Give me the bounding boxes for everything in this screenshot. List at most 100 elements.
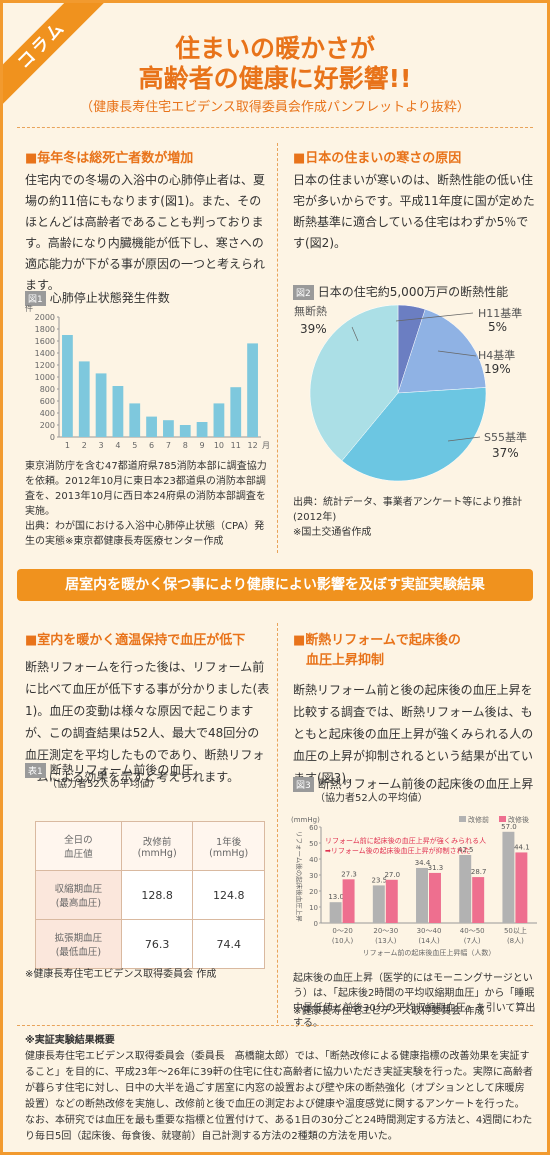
data-label: 23.5 [372, 876, 388, 884]
text: 収縮期血圧 [54, 884, 103, 895]
bar [247, 343, 258, 437]
x-tick-label: 11 [231, 441, 241, 450]
paragraph: 日本の住まいが寒いのは、断熱性能の低い住宅が多いからです。平成11年度に国が定め… [293, 173, 535, 250]
legend-label: 改修後 [508, 815, 529, 824]
cell: 124.8 [192, 870, 265, 920]
x-tick-label: 8 [183, 441, 188, 450]
bar [472, 877, 485, 923]
table-subtitle: （協力者52人の平均値） [47, 779, 160, 790]
figure-caption: 図2 日本の住宅約5,000万戸の断熱性能 [293, 283, 508, 300]
y-tick-label: 10 [309, 904, 318, 912]
y-tick-label: 0 [314, 920, 318, 928]
table: 全日の 血圧値 改修前 (mmHg) 1年後 (mmHg) 収縮期血圧 (最高血圧) 1… [35, 821, 265, 969]
y-tick-label: 200 [40, 421, 55, 430]
note: 出典：わが国における入浴中心肺停止状態（CPA）発生の実態※東京都健康長寿医療セ… [25, 521, 265, 547]
bar [329, 902, 342, 923]
text: 全日の [64, 835, 93, 846]
text: (最低血圧) [55, 947, 102, 958]
note: 東京消防庁を含む47都道府県785消防本部に調査協力を依頼。2012年10月に東… [25, 461, 267, 517]
x-axis-label: リフォーム前の起床後血圧上昇幅（人数） [363, 948, 496, 957]
x-tick-label: 20〜30 [373, 927, 398, 935]
cell: 74.4 [192, 919, 265, 969]
note: 出典：統計データ、事業者アンケート等により推計(2012年) [293, 497, 523, 523]
y-axis-label: リフォーム後の起床後血圧上昇 [295, 831, 304, 922]
x-tick-label: 3 [99, 441, 104, 450]
legend-label: 改修前 [468, 815, 489, 824]
figure-label: 図2 [293, 285, 314, 300]
slice-label: H11基準 [478, 306, 522, 320]
y-tick-label: 0 [50, 433, 55, 442]
text: 血圧上昇抑制 [306, 653, 385, 668]
figure-caption: 図3 断熱リフォーム前後の起床後の血圧上昇 [293, 775, 533, 792]
note: 起床後の血圧上昇（医学的にはモーニングサージという）は、「起床後2時間の平均収縮… [293, 973, 536, 1029]
row-label: 拡張期血圧 (最低血圧) [35, 919, 122, 969]
bar [129, 403, 141, 437]
bar [416, 867, 428, 923]
data-label: 13.0 [328, 893, 344, 901]
y-tick-label: 1800 [35, 325, 55, 334]
bar [196, 422, 208, 437]
bar [213, 403, 225, 437]
y-tick-label: 30 [309, 872, 318, 880]
table-caption: 表1 断熱リフォーム前後の血圧 [25, 761, 193, 778]
y-tick-label: 1000 [35, 373, 55, 382]
x-tick-label: 7 [166, 441, 171, 450]
cell: 128.8 [120, 870, 194, 920]
x-tick-label: 1 [65, 441, 70, 450]
paragraph: 住宅内での冬場の入浴中の心肺停止者は、夏場の約11倍にもなります(図1)。また、… [25, 173, 266, 292]
data-label: 34.4 [415, 859, 431, 867]
subtitle: （健康長寿住宅エビデンス取得委員会作成パンフレットより抜粋） [80, 100, 470, 115]
heading: ■日本の住まいの寒さの原因 [293, 151, 462, 166]
bar [372, 885, 385, 923]
figure-label: 図3 [293, 777, 314, 792]
x-tick-label: 2 [82, 441, 87, 450]
row-label: 収縮期血圧 (最高血圧) [35, 870, 122, 920]
text: (最高血圧) [55, 898, 102, 909]
bar [515, 852, 528, 923]
bar [112, 386, 124, 437]
heading: ※実証実験結果概要 [25, 1035, 115, 1046]
title: 住まいの暖かさが [174, 34, 375, 63]
text: 改修前 [142, 836, 172, 848]
x-tick-label: 30〜40 [417, 927, 442, 935]
data-label: 44.1 [514, 843, 530, 851]
x-tick-label: 6 [149, 441, 154, 450]
heading: ■断熱リフォームで起床後の 血圧上昇抑制 [293, 631, 461, 671]
slice-value: 5% [488, 320, 507, 334]
divider [17, 127, 533, 128]
note: ※健康長寿住宅エビデンス取得委員会 作成 [25, 969, 217, 980]
leader-line [447, 436, 481, 442]
bar [78, 361, 90, 437]
data-label: 42.5 [458, 846, 474, 854]
x-tick-note: (13人) [375, 937, 397, 945]
slice-value: 37% [492, 446, 519, 460]
y-tick-label: 400 [40, 409, 55, 418]
x-tick-label: 50以上 [504, 926, 527, 935]
text: (mmHg) [209, 847, 249, 859]
x-tick-label: 40〜50 [460, 927, 485, 935]
bar [179, 425, 191, 437]
x-tick-label: 12 [247, 441, 257, 450]
bar [429, 872, 441, 923]
leader-line [437, 350, 477, 357]
bar [385, 879, 398, 923]
pie-slice [341, 387, 487, 482]
paragraph: 断熱リフォーム前と後の起床後の血圧上昇を比較する調査では、断熱リフォーム後は、も… [293, 683, 534, 785]
bar [459, 855, 472, 923]
data-label: 27.0 [384, 871, 400, 879]
header-cell: 改修前 (mmHg) [120, 821, 194, 871]
bar [95, 373, 107, 437]
slice-label: S55基準 [484, 430, 527, 444]
x-tick-label: 0〜20 [332, 927, 352, 935]
pie-slice [397, 308, 487, 394]
text: (mmHg) [137, 847, 177, 859]
data-label: 28.7 [471, 868, 487, 876]
y-tick-label: 2000 [35, 313, 55, 322]
data-label: 27.3 [341, 870, 357, 878]
x-tick-note: (7人) [464, 937, 481, 945]
x-tick-note: (8人) [507, 937, 524, 945]
legend-swatch [459, 816, 466, 822]
cell: 76.3 [120, 919, 194, 969]
banner: 居室内を暖かく保つ事により健康によい影響を及ぼす実証実験結果 [17, 569, 533, 601]
